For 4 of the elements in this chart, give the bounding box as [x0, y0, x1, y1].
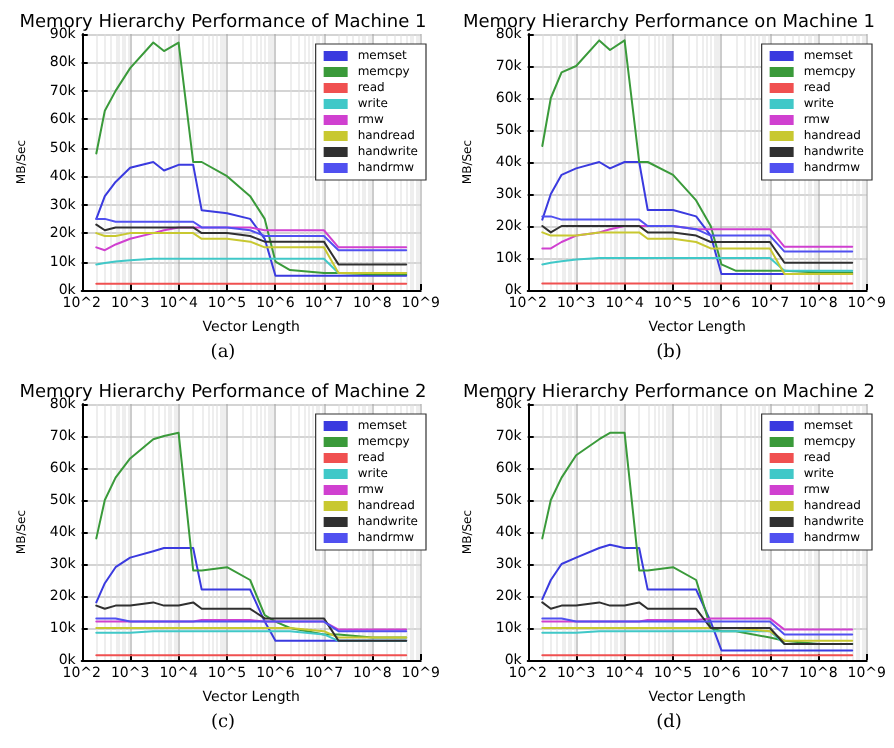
text: (c): [210, 713, 236, 733]
text: (d): [656, 713, 682, 733]
text: (b): [656, 343, 682, 363]
text: (a): [210, 343, 236, 363]
